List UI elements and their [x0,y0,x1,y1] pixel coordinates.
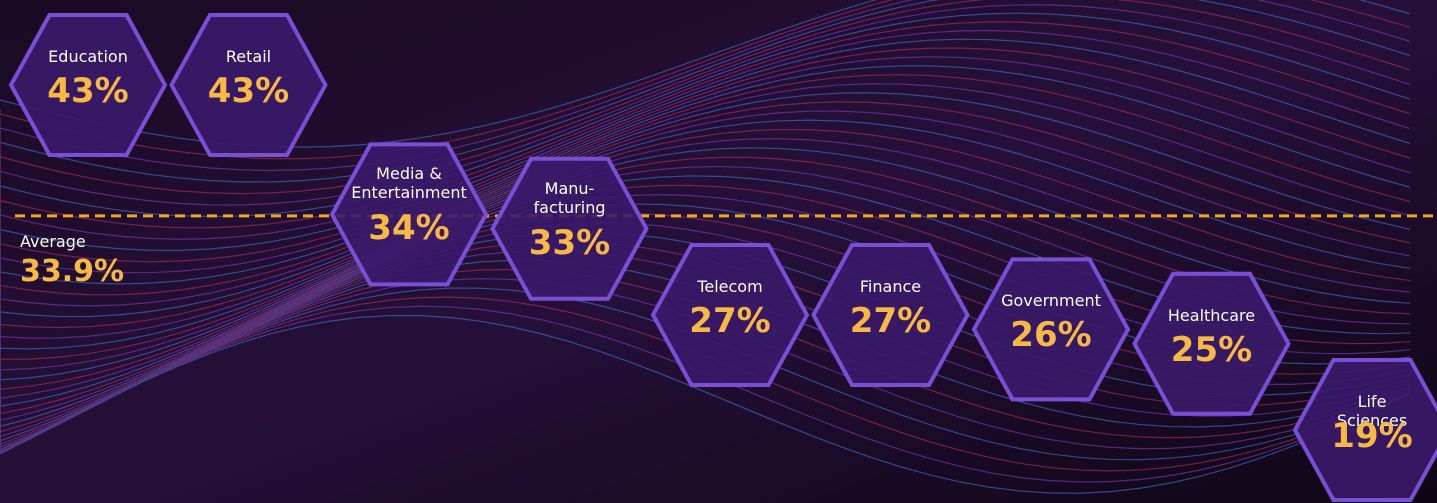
wave [0,147,1411,381]
wave [0,101,1411,329]
wave [0,56,1411,274]
wave [0,92,1411,318]
wave [0,74,1411,296]
category-label: Media & Entertainment [351,164,467,203]
value-label: 34% [368,208,450,249]
wave [0,38,1411,251]
value-label: 43% [207,71,290,111]
category-label: Telecom [697,277,763,296]
hexagon [8,13,168,157]
wave [0,83,1411,307]
hexagon [650,243,810,387]
hexagon [169,13,328,157]
category-label: Healthcare [1167,305,1256,325]
category-label: Education [48,47,128,66]
wave [0,47,1411,263]
hexagon [811,243,970,387]
hexagon [1292,358,1437,502]
hexagon [971,257,1131,402]
value-label: 43% [47,71,129,111]
wave [0,0,1411,183]
category-label: Finance [859,277,922,296]
category-label: Life Sciences [1336,392,1408,430]
value-label: 25% [1170,329,1253,370]
value-label: 27% [849,301,932,341]
value-label: 19% [1331,416,1413,456]
category-label: Retail [225,47,272,66]
wave [0,0,1411,195]
value-label: 33% [528,222,611,263]
wave-lines [0,0,1411,494]
hexagon [1132,271,1291,416]
value-label: 26% [1010,315,1092,356]
wave [0,119,1411,350]
wave [0,65,1411,285]
wave [0,128,1411,360]
wave [0,4,1411,206]
wave [0,156,1411,390]
wave [0,110,1411,339]
wave [0,138,1411,371]
category-label: Manu- facturing [533,178,606,217]
category-label: Government [1001,291,1101,311]
hexagon [490,156,649,301]
wave [0,0,1411,172]
value-label: 27% [689,301,771,341]
wave [0,21,1411,229]
average-value: 33.9% [20,253,125,289]
wave [0,29,1411,240]
average-label: Average [20,231,86,251]
hexagon [329,142,489,287]
